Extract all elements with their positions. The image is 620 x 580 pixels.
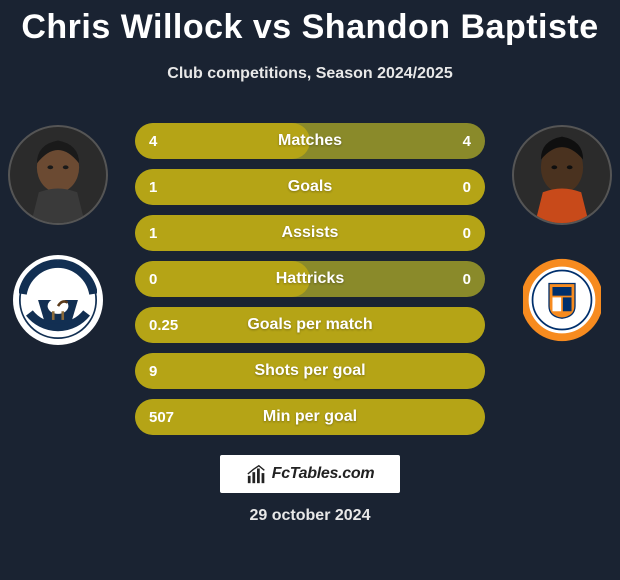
stat-label: Min per goal	[135, 408, 485, 426]
stats-container: 4Matches41Goals01Assists00Hattricks00.25…	[135, 123, 485, 435]
stat-label: Hattricks	[135, 270, 485, 288]
player-right-face-icon	[514, 127, 610, 223]
club-left-badge	[13, 255, 103, 345]
stat-row: 0Hattricks0	[135, 261, 485, 297]
subtitle: Club competitions, Season 2024/2025	[0, 65, 620, 83]
stat-label: Shots per goal	[135, 362, 485, 380]
stat-value-right: 4	[463, 133, 471, 150]
stat-row: 1Assists0	[135, 215, 485, 251]
stat-value-right: 0	[463, 271, 471, 288]
player-left-avatar	[8, 125, 108, 225]
left-column	[8, 125, 108, 345]
branding-box: FcTables.com	[220, 455, 400, 493]
stat-row: 9Shots per goal	[135, 353, 485, 389]
player-right-avatar	[512, 125, 612, 225]
stat-row: 4Matches4	[135, 123, 485, 159]
chart-icon	[246, 463, 268, 485]
stat-label: Matches	[135, 132, 485, 150]
stat-row: 0.25Goals per match	[135, 307, 485, 343]
page-title: Chris Willock vs Shandon Baptiste	[0, 0, 620, 47]
stat-value-right: 0	[463, 179, 471, 196]
stat-value-right: 0	[463, 225, 471, 242]
club-right-badge	[517, 255, 607, 345]
player-left-face-icon	[10, 127, 106, 223]
right-column	[512, 125, 612, 345]
stat-row: 507Min per goal	[135, 399, 485, 435]
stat-label: Assists	[135, 224, 485, 242]
branding-text: FcTables.com	[272, 465, 375, 483]
date-text: 29 october 2024	[0, 507, 620, 525]
luton-badge-icon	[523, 255, 601, 345]
stat-row: 1Goals0	[135, 169, 485, 205]
stat-label: Goals	[135, 178, 485, 196]
stat-label: Goals per match	[135, 316, 485, 334]
albion-badge-icon	[19, 255, 97, 345]
